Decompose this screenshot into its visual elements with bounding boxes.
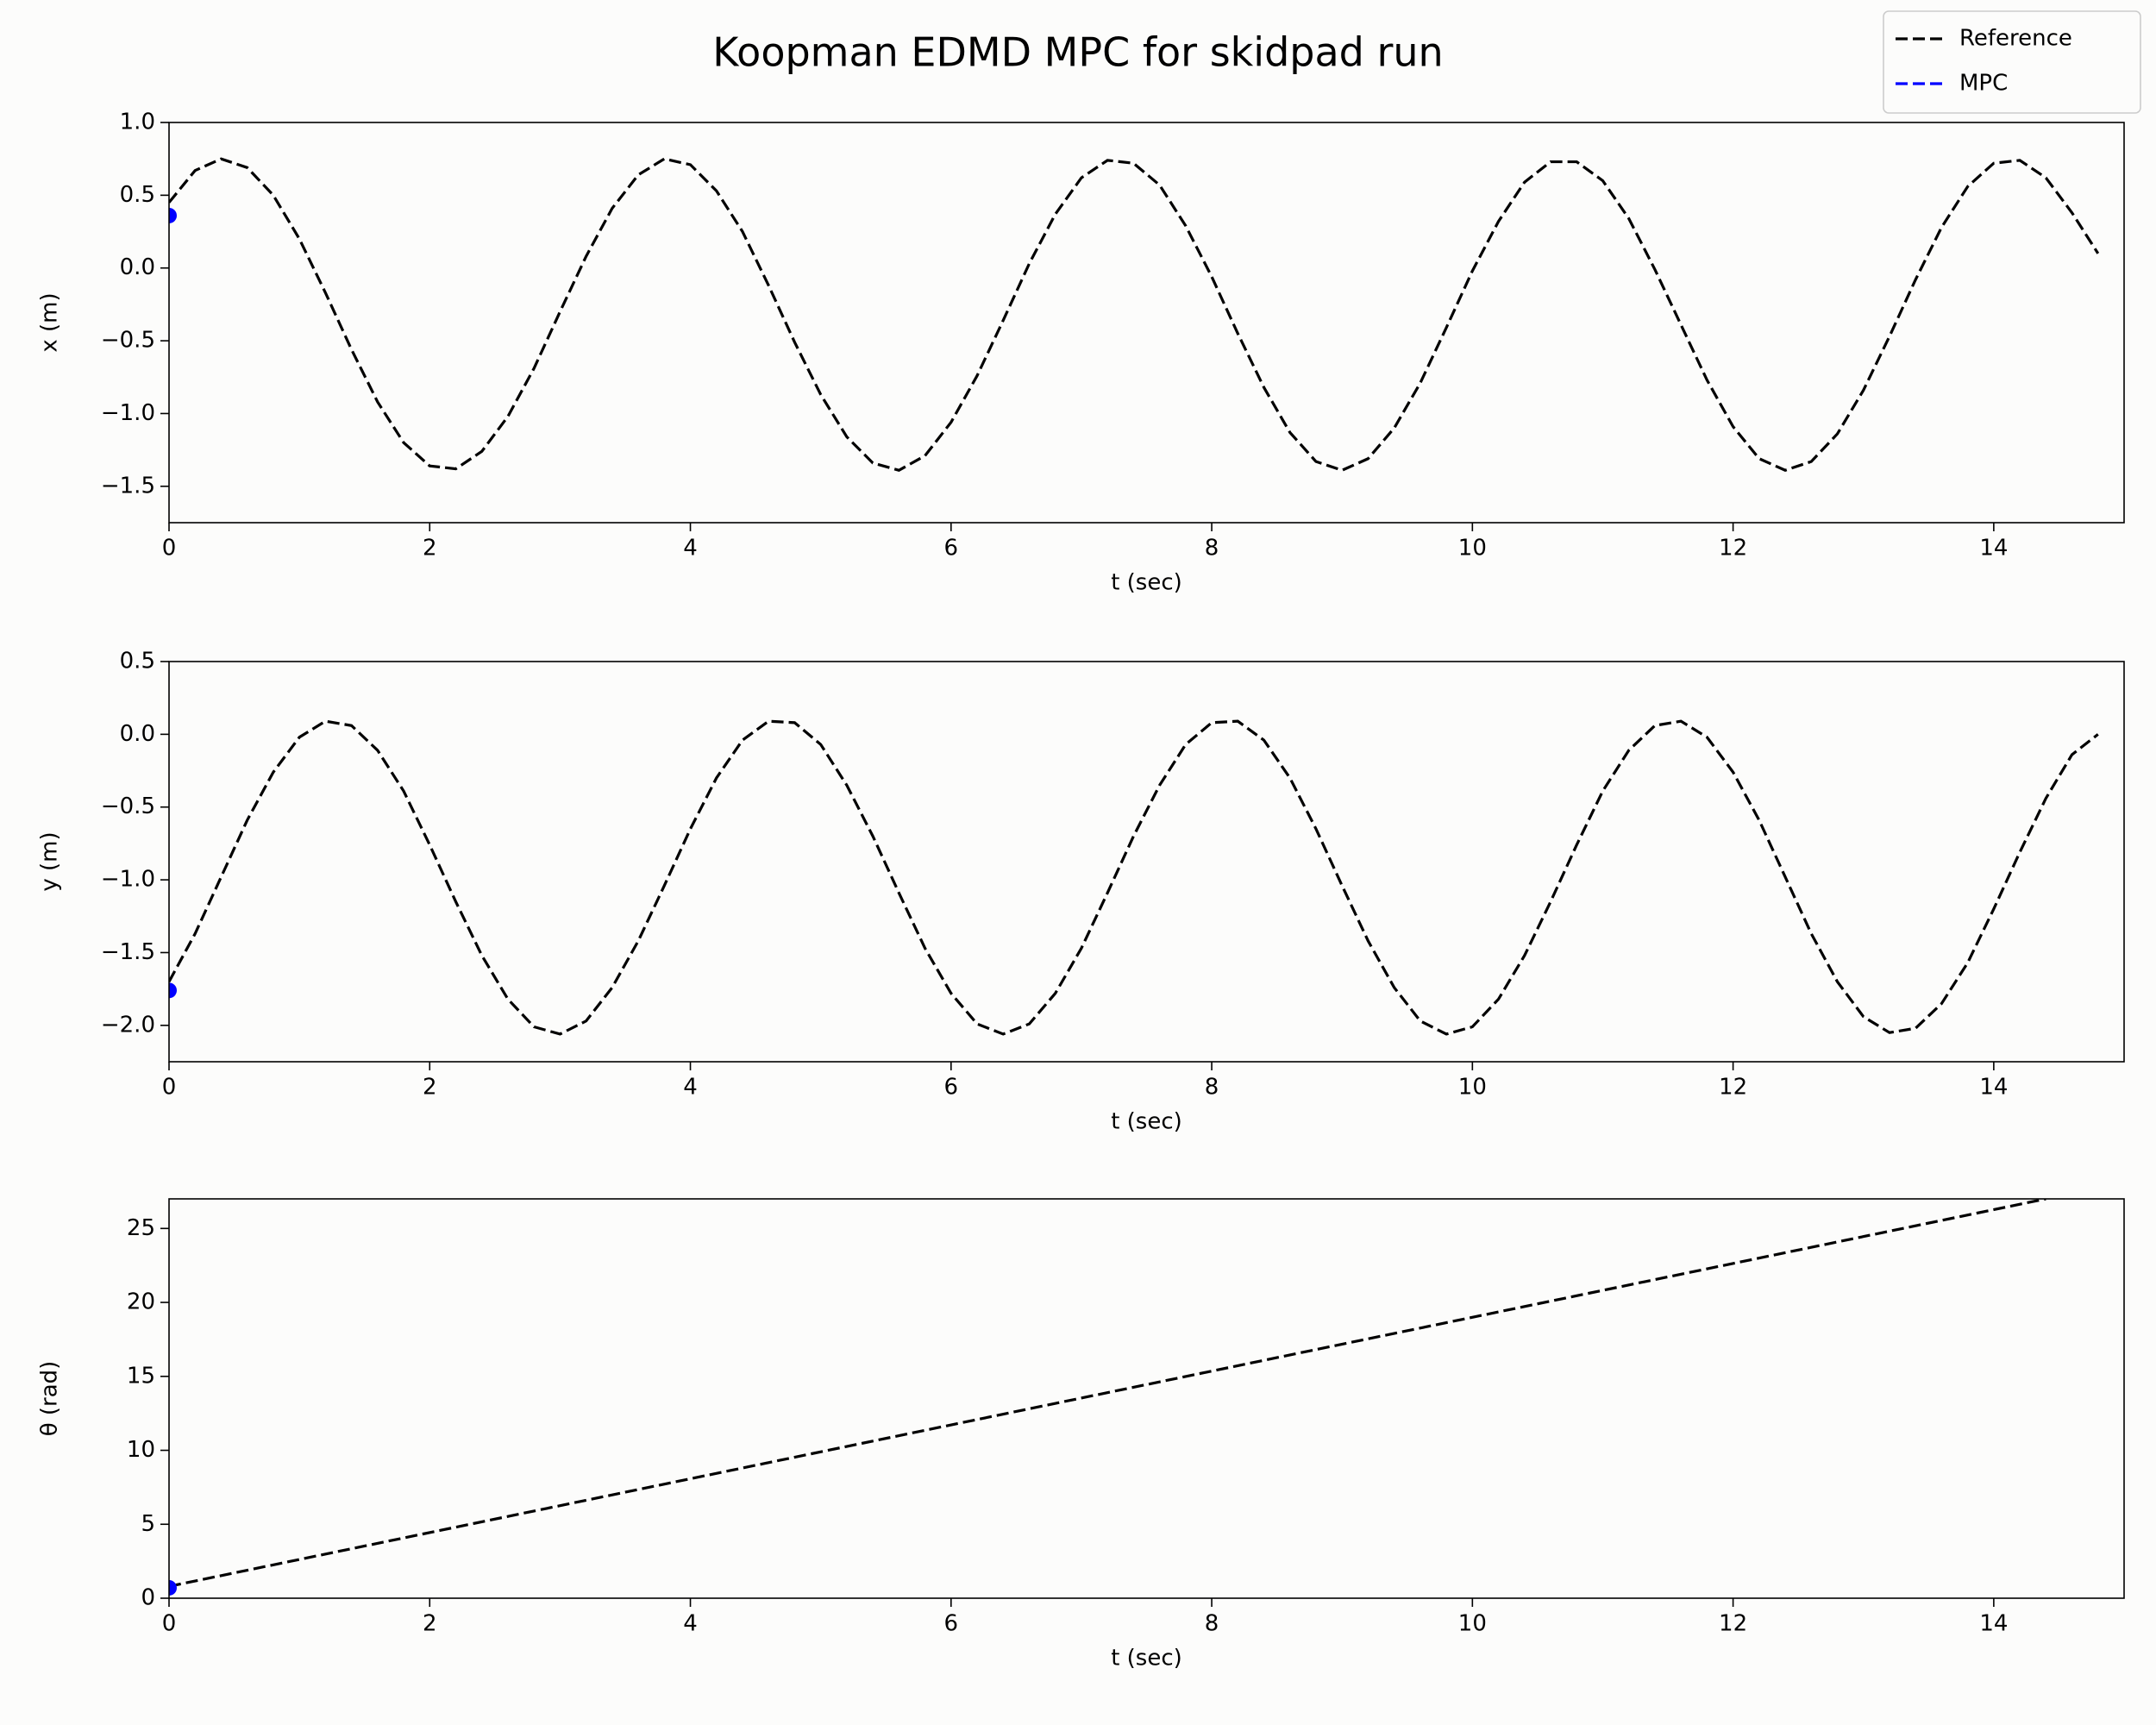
- x-tick-label: 10: [1458, 536, 1487, 561]
- line-series: [169, 719, 2099, 1036]
- y-tick-label: −2.0: [101, 1012, 155, 1038]
- x-tick-label: 6: [944, 1611, 959, 1637]
- y-tick-label: 5: [141, 1511, 155, 1537]
- axes-frame: [168, 122, 2125, 524]
- y-tick-label: 0.0: [120, 254, 155, 280]
- plot-area: [169, 662, 2124, 1062]
- line-series: [169, 157, 2100, 472]
- x-tick-label: 4: [683, 1611, 698, 1637]
- y-tick-label: 0: [141, 1585, 155, 1611]
- x-axis-label: t (sec): [1111, 570, 1182, 596]
- y-axis-label: x (m): [37, 292, 63, 352]
- x-tick-label: 8: [1205, 1611, 1219, 1637]
- x-tick-label: 2: [423, 1075, 437, 1101]
- y-axis-label: y (m): [37, 831, 63, 891]
- x-tick-label: 14: [1979, 1611, 2008, 1637]
- x-tick-label: 2: [423, 536, 437, 561]
- x-tick-label: 10: [1458, 1075, 1487, 1101]
- x-tick-label: 14: [1979, 536, 2008, 561]
- x-tick-label: 4: [683, 1075, 698, 1101]
- x-tick-label: 2: [423, 1611, 437, 1637]
- legend-label: Reference: [1959, 26, 2072, 52]
- y-tick-label: 15: [127, 1363, 155, 1389]
- x-tick-label: 6: [944, 536, 959, 561]
- y-tick-label: 25: [127, 1215, 155, 1241]
- plot-content: [169, 1199, 2046, 1596]
- axes-frame: [168, 1198, 2125, 1599]
- legend-label: MPC: [1959, 71, 2008, 97]
- y-tick-label: −1.5: [101, 473, 155, 499]
- x-tick-label: 14: [1979, 1075, 2008, 1101]
- line-series: [169, 1199, 2046, 1588]
- x-axis-label: t (sec): [1111, 1646, 1182, 1672]
- x-tick-label: 12: [1719, 1075, 1747, 1101]
- x-tick-label: 12: [1719, 1611, 1747, 1637]
- marker: [169, 207, 177, 223]
- y-tick-label: 20: [127, 1289, 155, 1315]
- y-tick-label: −1.0: [101, 400, 155, 426]
- y-tick-label: −1.0: [101, 867, 155, 893]
- y-tick-label: 0.5: [120, 182, 155, 208]
- figure-title: Koopman EDMD MPC for skidpad run: [712, 29, 1443, 76]
- y-tick-label: 10: [127, 1437, 155, 1463]
- x-tick-label: 0: [162, 1611, 177, 1637]
- y-tick-label: 0.0: [120, 721, 155, 747]
- marker: [169, 1579, 177, 1596]
- plot-area: [169, 1199, 2124, 1598]
- y-tick-label: −1.5: [101, 939, 155, 965]
- x-tick-label: 0: [162, 536, 177, 561]
- y-tick-label: −0.5: [101, 328, 155, 354]
- y-tick-label: 0.5: [120, 649, 155, 674]
- y-tick-label: −0.5: [101, 794, 155, 819]
- x-tick-label: 8: [1205, 536, 1219, 561]
- plot-area: [169, 122, 2124, 523]
- x-axis-label: t (sec): [1111, 1109, 1182, 1135]
- marker: [169, 982, 177, 999]
- axes-frame: [168, 661, 2125, 1063]
- x-tick-label: 8: [1205, 1075, 1219, 1101]
- x-tick-label: 4: [683, 536, 698, 561]
- x-tick-label: 6: [944, 1075, 959, 1101]
- legend-box: [1883, 10, 2141, 114]
- x-tick-label: 0: [162, 1075, 177, 1101]
- y-axis-label: θ (rad): [37, 1361, 63, 1437]
- plot-content: [169, 719, 2099, 1036]
- y-tick-label: 1.0: [120, 110, 155, 135]
- x-tick-label: 10: [1458, 1611, 1487, 1637]
- plot-content: [169, 157, 2100, 472]
- x-tick-label: 12: [1719, 536, 1747, 561]
